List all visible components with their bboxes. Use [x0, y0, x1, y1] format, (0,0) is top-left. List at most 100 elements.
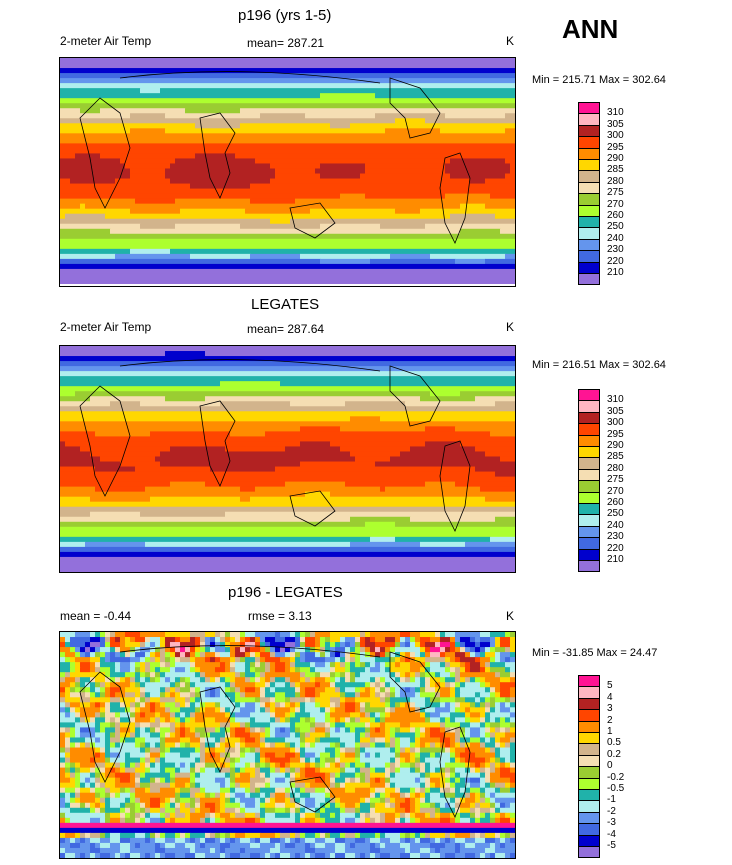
map-cell [380, 752, 396, 759]
map-cell [400, 657, 406, 663]
map-cell [240, 637, 246, 643]
map-cell [70, 842, 81, 849]
map-cell [465, 642, 476, 648]
map-cell [230, 762, 236, 769]
map-cell [265, 752, 276, 759]
map-cell [305, 847, 316, 854]
map-cell [400, 757, 406, 764]
map-cell [455, 757, 461, 764]
map-cell [140, 682, 146, 688]
map-cell [265, 777, 271, 784]
map-cell [365, 722, 371, 729]
map-cell [95, 647, 101, 653]
map-cell [425, 717, 431, 723]
map-cell [455, 767, 466, 774]
map-cell [150, 722, 161, 729]
map-cell [425, 647, 431, 653]
map-cell [380, 662, 386, 668]
map-cell [150, 657, 156, 663]
map-cell [80, 842, 91, 849]
map-cell [125, 652, 131, 658]
map-cell [260, 787, 276, 794]
map-cell [375, 657, 391, 663]
map-cell [470, 652, 476, 658]
map-cell [60, 521, 366, 528]
map-cell [305, 772, 326, 779]
map-cell [485, 757, 491, 764]
map-cell [170, 647, 176, 653]
map-cell [390, 697, 411, 703]
map-cell [90, 757, 96, 764]
map-cell [305, 717, 311, 723]
map-cell [60, 511, 91, 518]
map-cell [60, 682, 71, 688]
map-cell [255, 747, 261, 754]
map-cell [65, 637, 71, 643]
map-cell [215, 737, 221, 744]
map-cell [445, 837, 451, 844]
map-cell [70, 837, 76, 844]
map-cell [415, 817, 421, 824]
map-cell [100, 722, 111, 729]
map-cell [115, 677, 121, 683]
map-cell [475, 802, 481, 809]
map-cell [60, 556, 515, 563]
map-cell [400, 752, 411, 759]
map-cell [225, 747, 236, 754]
map-cell [395, 662, 401, 668]
map-cell [415, 757, 421, 764]
map-cell [330, 712, 351, 718]
map-cell [175, 842, 186, 849]
map-cell [445, 677, 456, 683]
map-cell [170, 662, 176, 668]
map-cell [455, 647, 461, 653]
map-cell [460, 812, 471, 819]
map-cell [315, 692, 321, 698]
map-cell [295, 198, 515, 205]
map-cell [495, 747, 501, 754]
map-cell [190, 697, 196, 703]
map-cell [105, 782, 116, 789]
map-cell [215, 707, 221, 713]
map-cell [285, 792, 291, 799]
map-cell [300, 441, 331, 448]
map-cell [115, 652, 121, 658]
map-cell [160, 717, 166, 723]
map-cell [195, 837, 201, 844]
map-cell [90, 702, 96, 708]
map-cell [60, 637, 66, 643]
map-cell [480, 762, 486, 769]
map-cell [105, 682, 111, 688]
map-cell [65, 707, 71, 713]
map-cell [250, 253, 301, 260]
map-cell [325, 842, 336, 849]
map-cell [330, 717, 336, 723]
map-cell [205, 692, 211, 698]
map-cell [370, 852, 376, 858]
map-cell [395, 657, 401, 663]
map-cell [135, 466, 211, 473]
map-cell [395, 208, 421, 215]
map-cell [255, 812, 261, 819]
map-cell [100, 807, 106, 814]
map-cell [350, 652, 356, 658]
map-cell [245, 652, 251, 658]
map-cell [235, 682, 256, 688]
map-cell [75, 742, 81, 749]
map-cell [60, 812, 66, 819]
map-cell [230, 797, 236, 804]
map-cell [320, 832, 326, 839]
map-cell [345, 707, 356, 713]
map-cell [160, 451, 351, 458]
map-cell [120, 667, 131, 673]
map-cell [415, 837, 421, 844]
map-cell [155, 647, 161, 653]
map-cell [125, 797, 131, 804]
map-cell [475, 657, 481, 663]
map-cell [255, 787, 261, 794]
map-cell [170, 802, 176, 809]
map-cell [490, 647, 496, 653]
map-cell [245, 667, 251, 673]
map-cell [365, 667, 371, 673]
map-cell [485, 852, 491, 858]
